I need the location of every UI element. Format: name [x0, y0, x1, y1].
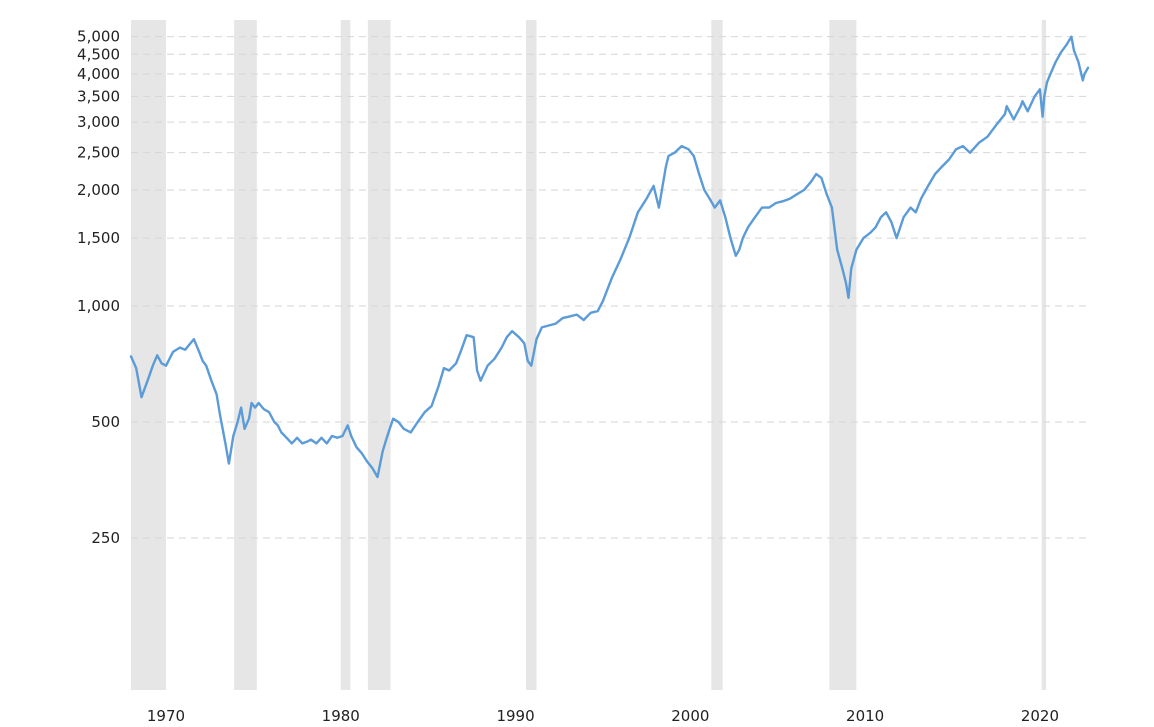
y-tick-label: 4,000 [77, 65, 120, 83]
recession-band-1 [234, 20, 257, 690]
x-tick-label: 1970 [147, 707, 185, 725]
y-tick-label: 4,500 [77, 45, 120, 63]
recession-band-3 [367, 20, 391, 690]
y-tick-label: 5,000 [77, 28, 120, 46]
y-tick-label: 250 [91, 529, 120, 547]
recession-band-4 [526, 20, 537, 690]
x-tick-label: 1990 [496, 707, 534, 725]
x-tick-label: 2010 [846, 707, 884, 725]
x-tick-label: 2000 [671, 707, 709, 725]
y-tick-label: 3,000 [77, 113, 120, 131]
y-tick-label: 500 [91, 413, 120, 431]
recession-band-7 [1041, 20, 1047, 690]
series-group [129, 35, 1090, 479]
x-tick-label: 2020 [1021, 707, 1059, 725]
recession-band-2 [340, 20, 351, 690]
recession-band-0 [131, 20, 166, 690]
recession-band-5 [711, 20, 723, 690]
y-tick-label: 2,000 [77, 181, 120, 199]
recession-band-6 [829, 20, 857, 690]
grid-lines [131, 36, 1088, 539]
y-tick-label: 1,500 [77, 229, 120, 247]
y-tick-label: 2,500 [77, 144, 120, 162]
series-line-0 [129, 35, 1090, 479]
x-axis-labels: 1970 1980 1990 2000 2010 2020 [147, 707, 1059, 725]
x-tick-label: 1980 [322, 707, 360, 725]
recession-bands [131, 20, 1047, 690]
y-axis-labels: 250 500 1,000 1,500 2,000 2,500 3,000 3,500 4,00… [77, 28, 120, 547]
y-tick-label: 1,000 [77, 297, 120, 315]
y-tick-label: 3,500 [77, 87, 120, 105]
